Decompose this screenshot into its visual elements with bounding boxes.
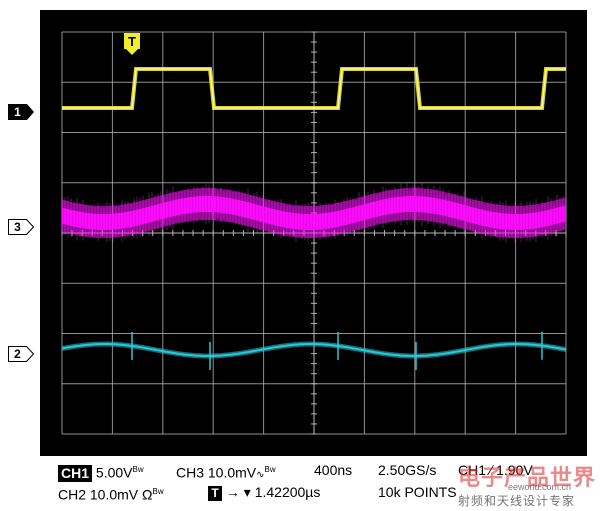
ch2-bandwidth-limit-icon: Bw — [152, 487, 164, 496]
channel-3-trace — [62, 196, 566, 230]
status-row-2: CH2 10.0mV ΩBw T → ▾ 1.42200µs 10k POINT… — [58, 482, 588, 505]
trigger-readout[interactable]: CH1 ∕ 1.90V — [458, 462, 533, 478]
channel-1-marker-shape — [8, 104, 34, 120]
ch1-scale: 5.00V — [95, 464, 133, 481]
ch2-scale: CH2 10.0mV — [58, 486, 139, 503]
trigger-icon: T — [208, 485, 222, 501]
channel-1-marker-label: 1 — [14, 105, 21, 119]
channel-2-marker-label: 2 — [14, 347, 21, 361]
ch2-setting[interactable]: CH2 10.0mV ΩBw — [58, 482, 164, 505]
ch1-badge: CH1 — [58, 464, 93, 482]
ac-coupling-icon: ∿ — [256, 469, 265, 481]
scope-status-bar: CH1 5.00VBw CH3 10.0mV∿Bw 400ns 2.50GS/s… — [58, 457, 588, 507]
sample-rate: 2.50GS/s — [378, 462, 437, 478]
trigger-position-marker — [124, 33, 140, 49]
ch1-setting[interactable]: CH1 5.00VBw — [58, 460, 144, 483]
timebase-setting[interactable]: 400ns — [314, 462, 353, 478]
ch1-bandwidth-limit-icon: Bw — [132, 465, 144, 474]
trigger-position: → ▾ 1.42200µs — [225, 484, 321, 500]
ch3-setting[interactable]: CH3 10.0mV∿Bw — [176, 460, 276, 486]
status-row-1: CH1 5.00VBw CH3 10.0mV∿Bw 400ns 2.50GS/s… — [58, 460, 588, 483]
trigger-position-setting[interactable]: T → ▾ 1.42200µs — [208, 482, 320, 502]
channel-2-trace — [61, 343, 567, 357]
trigger-position-marker-label: T — [128, 34, 136, 49]
ch3-scale: CH3 10.0mV — [176, 464, 257, 481]
channel-2-marker-shape — [8, 346, 34, 362]
trigger-position-marker-pointer — [126, 49, 138, 55]
channel-3-marker-shape — [8, 219, 34, 235]
channel-1-trace-core — [62, 68, 566, 109]
channel-2-marker[interactable]: 2 — [8, 346, 34, 362]
ch3-bandwidth-limit-icon: Bw — [264, 465, 276, 474]
record-length: 10k POINTS — [378, 484, 457, 500]
ohm-icon: Ω — [142, 486, 153, 503]
channel-1-marker[interactable]: 1 — [8, 104, 34, 120]
waveform-display: T — [40, 10, 587, 456]
channel-3-marker[interactable]: 3 — [8, 219, 34, 235]
channel-3-marker-label: 3 — [14, 220, 21, 234]
